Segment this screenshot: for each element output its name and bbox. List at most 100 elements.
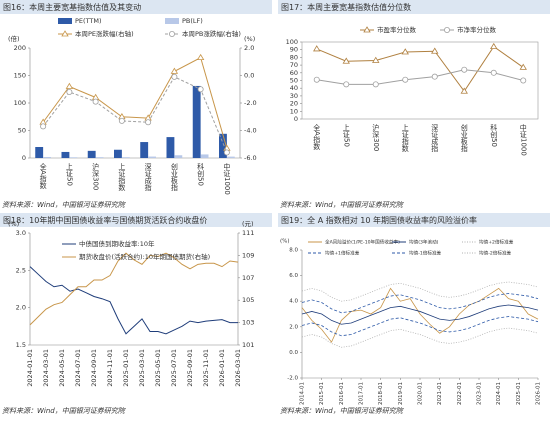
legend-label: 均值+1倍标准差 — [325, 250, 360, 257]
x-tick-label: 2025-07-01 — [170, 349, 178, 387]
x-tick-label: 2025-03-01 — [138, 349, 146, 387]
x-tick-label: 2025-01 — [516, 382, 522, 405]
point-marker — [461, 66, 468, 73]
y-tick-label: 100 — [14, 99, 26, 107]
y-tick-label: 2.0 — [16, 304, 26, 312]
y2-tick-label: 2.0 — [244, 44, 254, 52]
y-tick-label: 60 — [290, 69, 298, 77]
y-tick-label: 50 — [18, 127, 26, 135]
y-tick-label: 2.0 — [289, 324, 298, 330]
x-tick-label: 2026-01-01 — [218, 349, 226, 387]
category-label: 沪深300 — [92, 162, 100, 190]
point-marker — [223, 149, 230, 156]
bar — [61, 151, 70, 158]
source: 资料来源：Wind，中国银河证券研究院 — [2, 407, 126, 415]
bar — [114, 149, 122, 158]
category-label: 上证50 — [342, 123, 350, 147]
point-marker — [313, 76, 320, 83]
series-line — [301, 293, 539, 314]
y2-tick-label: 107 — [242, 274, 254, 282]
point-marker — [118, 117, 125, 124]
y-tick-label: 50 — [290, 77, 298, 85]
category-label: 科创50 — [197, 162, 205, 186]
legend-label: 市盈率分位数 — [377, 25, 417, 34]
y2-tick-label: 103 — [242, 319, 254, 327]
y2-tick-label: 109 — [242, 251, 254, 259]
y-axis-label: (倍) — [8, 34, 20, 43]
y-tick-label: 2.5 — [16, 266, 26, 274]
category-label: 深证成指 — [431, 123, 439, 153]
series-line — [42, 56, 228, 149]
x-tick-label: 2026-01 — [536, 382, 542, 405]
series-line — [316, 45, 524, 93]
bar — [166, 137, 175, 158]
legend-label: 本周PE涨跌幅(右轴) — [75, 29, 134, 38]
caption: 图17：本周主要宽基指数估值分位数 — [281, 2, 411, 12]
point-marker — [431, 73, 438, 80]
bar — [95, 157, 104, 158]
point-marker — [519, 63, 527, 70]
series-line — [29, 266, 238, 335]
point-marker — [490, 42, 498, 50]
y-tick-label: -2.0 — [287, 376, 298, 382]
y2-tick-label: -4.0 — [244, 127, 257, 135]
x-tick-label: 2022-01 — [457, 382, 463, 405]
legend-label: 期货收盘价(活跃合约):10年期国债期货(右轴) — [79, 252, 210, 261]
bar — [121, 157, 130, 158]
y-tick-label: 70 — [290, 61, 298, 69]
point-marker — [490, 69, 497, 76]
y-tick-label: 0.0 — [289, 350, 298, 356]
bar — [200, 154, 209, 158]
x-tick-label: 2020-01 — [418, 382, 424, 405]
caption-bar — [278, 0, 550, 14]
bar — [43, 157, 51, 158]
series-line — [316, 69, 524, 85]
y2-tick-label: 0.0 — [244, 72, 254, 80]
x-tick-label: 2014-01 — [300, 382, 306, 405]
legend-label: 全A风险溢价(1/PE-10年国债收益率) — [325, 239, 400, 246]
source: 资料来源：Wind，中国银河证券研究院 — [280, 201, 404, 209]
y2-axis-label: (元) — [242, 220, 254, 228]
y-axis-label: (%) — [280, 239, 290, 245]
caption-bar — [278, 213, 550, 227]
legend-label: 均值+2倍标准差 — [479, 239, 514, 246]
caption: 图16：本周主要宽基指数估值及其变动 — [3, 2, 141, 12]
bar — [192, 85, 201, 158]
category-label: 中证1000 — [223, 162, 231, 195]
category-label: 上证指数 — [401, 123, 409, 153]
caption-bar — [0, 0, 272, 14]
legend-label: 均值-1倍标准差 — [409, 250, 442, 257]
legend-label: 中债国债到期收益率:10年 — [79, 239, 155, 248]
y-tick-label: 6.0 — [289, 273, 298, 279]
category-label: 全A指数 — [39, 162, 47, 190]
x-tick-label: 2025-09-01 — [186, 349, 194, 387]
x-tick-label: 2024-01 — [496, 382, 502, 405]
bar — [87, 150, 96, 158]
category-label: 沪深300 — [372, 123, 380, 151]
bar — [174, 155, 183, 158]
x-tick-label: 2025-11-01 — [202, 349, 210, 387]
category-label: 深证成指 — [144, 162, 152, 192]
legend-label: 市净率分位数 — [457, 25, 497, 34]
legend-marker — [61, 30, 69, 37]
legend-label: 本周PB涨跌幅(右轴) — [182, 29, 241, 38]
point-marker — [313, 45, 321, 52]
y-tick-label: 3.0 — [16, 229, 26, 237]
bar — [148, 156, 156, 158]
y-tick-label: 150 — [14, 72, 26, 80]
source: 资料来源：Wind，中国银河证券研究院 — [280, 407, 404, 415]
category-label: 中证1000 — [519, 123, 527, 156]
caption: 图18：10年期中国国债收益率与国债期货活跃合约收盘价 — [3, 215, 207, 225]
point-marker — [520, 77, 527, 84]
x-tick-label: 2015-01 — [319, 382, 325, 405]
point-marker — [402, 76, 409, 83]
x-tick-label: 2025-01-01 — [122, 349, 130, 387]
point-marker — [92, 98, 99, 105]
y-tick-label: 0 — [294, 115, 298, 123]
y2-tick-label: -2.0 — [244, 99, 257, 107]
y-tick-label: 200 — [14, 44, 26, 52]
bar — [226, 156, 235, 158]
category-label: 全A指数 — [313, 123, 321, 151]
point-marker — [196, 53, 205, 61]
